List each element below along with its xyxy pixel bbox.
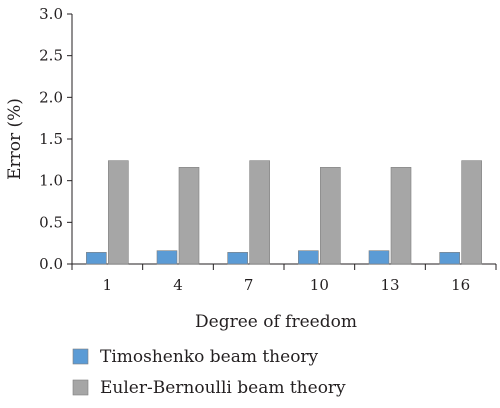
bar-timoshenko <box>368 250 390 265</box>
x-tick-label: 16 <box>451 276 470 294</box>
x-tick-label: 7 <box>244 276 254 294</box>
legend-swatch-timoshenko <box>72 348 89 365</box>
y-tick-label: 0.0 <box>39 255 63 273</box>
x-tick-label: 4 <box>173 276 183 294</box>
bar-euler-bernoulli <box>320 167 341 265</box>
y-tick-label: 1.5 <box>39 130 63 148</box>
y-tick-label: 3.0 <box>39 5 63 23</box>
x-tick-label: 1 <box>103 276 113 294</box>
bar-euler-bernoulli <box>461 160 482 265</box>
bar-timoshenko <box>86 252 107 265</box>
bar-timoshenko <box>298 250 319 265</box>
y-tick-label: 1.0 <box>39 172 63 190</box>
bar-euler-bernoulli <box>249 160 270 265</box>
y-axis-title: Error (%) <box>5 98 25 180</box>
bar-timoshenko <box>227 252 248 265</box>
legend-swatch-euler-bernoulli <box>72 379 89 396</box>
bar-euler-bernoulli <box>390 167 412 265</box>
y-tick-label: 2.5 <box>39 47 63 65</box>
legend: Timoshenko beam theory Euler-Bernoulli be… <box>72 347 346 398</box>
legend-label-euler-bernoulli: Euler-Bernoulli beam theory <box>100 378 346 398</box>
bar-timoshenko <box>439 252 460 265</box>
y-tick-label: 2.0 <box>39 88 63 106</box>
plot-area: 0.0 0.5 1.0 1.5 2.0 2.5 3.0 1 4 7 10 13 16 <box>39 5 497 294</box>
x-tick-label: 13 <box>380 276 399 294</box>
legend-label-timoshenko: Timoshenko beam theory <box>100 347 319 367</box>
bar-euler-bernoulli <box>108 160 129 265</box>
bar-timoshenko <box>156 250 178 265</box>
x-axis-title: Degree of freedom <box>195 312 357 332</box>
y-tick-label: 0.5 <box>39 213 63 231</box>
bar-euler-bernoulli <box>178 167 200 265</box>
x-tick-label: 10 <box>310 276 329 294</box>
